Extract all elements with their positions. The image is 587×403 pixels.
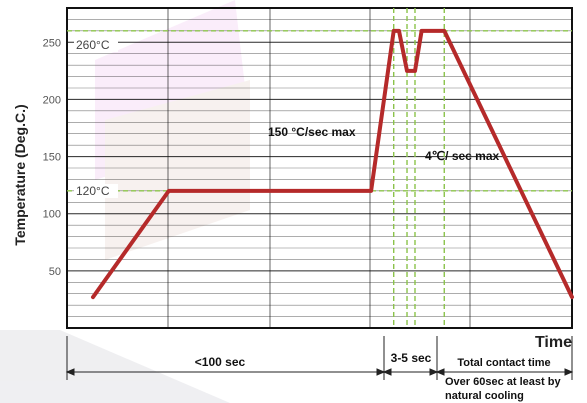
footnote-line-1: Over 60sec at least by	[445, 376, 561, 388]
bracket-label-3: Total contact time	[457, 357, 550, 369]
y-tick-label: 250	[43, 37, 61, 49]
bracket-label-1: <100 sec	[195, 355, 246, 369]
bracket-label-2: 3-5 sec	[391, 351, 432, 365]
annotation-ramp-up: 150 °C/sec max	[268, 125, 356, 139]
plot-frame: 50 100 150 200 250	[43, 7, 574, 329]
bracket-arrowhead-2a	[382, 368, 392, 376]
bracket-arrowhead-1a	[65, 368, 75, 376]
ref-label-260-bg	[74, 38, 118, 52]
y-ticks: 50 100 150 200 250	[43, 37, 61, 278]
ref-label-120: 120°C	[76, 184, 110, 198]
bracket-arrowhead-3a	[435, 368, 445, 376]
bracket-arrowhead-3b	[564, 368, 574, 376]
ref-label-260: 260°C	[76, 38, 110, 52]
y-tick-label: 200	[43, 94, 61, 106]
annotation-cool-down: 4℃/ sec max	[425, 149, 500, 163]
y-axis-label: Temperature (Deg.C.)	[12, 104, 28, 245]
bracket-arrowhead-2b	[429, 368, 439, 376]
temperature-curve	[91, 28, 574, 300]
time-brackets	[65, 336, 574, 380]
x-axis-label: Time	[535, 334, 572, 351]
footnote-line-2: natural cooling	[445, 390, 524, 402]
y-tick-label: 150	[43, 152, 61, 164]
y-tick-label: 100	[43, 209, 61, 221]
y-tick-label: 50	[49, 266, 61, 278]
watermark-shapes	[0, 0, 250, 403]
ref-label-120-bg	[74, 184, 118, 198]
bracket-arrowhead-1b	[376, 368, 386, 376]
reference-lines	[67, 8, 572, 328]
